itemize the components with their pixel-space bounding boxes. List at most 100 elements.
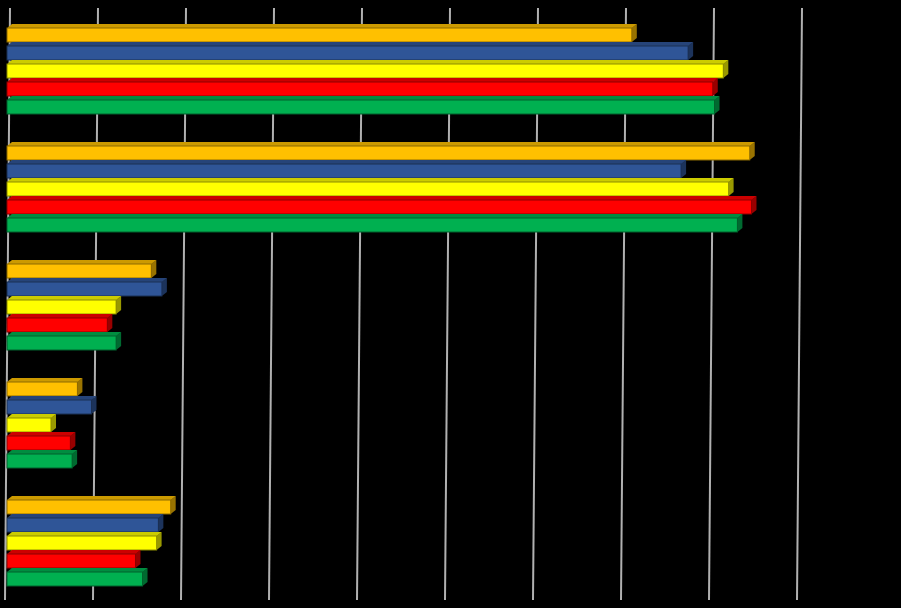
bar-side-face — [631, 24, 637, 42]
bar-top-face — [7, 550, 141, 554]
bar-3d — [6, 178, 734, 197]
bar-3d — [6, 278, 167, 297]
bar-top-face — [7, 24, 637, 28]
bar — [6, 299, 117, 315]
bar-side-face — [70, 432, 76, 450]
bar-side-face — [728, 178, 734, 196]
bar-3d — [6, 496, 176, 515]
bar-top-face — [7, 96, 720, 100]
bar — [6, 217, 738, 233]
bar-3d — [6, 414, 56, 433]
bar — [6, 453, 73, 469]
bar-top-face — [7, 514, 164, 518]
bar-3d — [6, 260, 157, 279]
bar-3d — [6, 568, 148, 587]
bar-3d — [6, 550, 141, 569]
bar-side-face — [142, 568, 148, 586]
bar-3d — [6, 450, 78, 469]
bar-side-face — [158, 514, 164, 532]
bar-side-face — [681, 160, 687, 178]
bar — [6, 281, 163, 297]
bar-3d — [6, 314, 113, 333]
bar-top-face — [7, 142, 755, 146]
bar-3d — [6, 196, 757, 215]
bar — [6, 517, 159, 533]
bar-side-face — [116, 296, 122, 314]
bar-top-face — [7, 60, 729, 64]
bar — [6, 571, 144, 587]
bar-top-face — [7, 450, 78, 454]
bar — [6, 435, 71, 451]
bar-top-face — [7, 160, 687, 164]
bar-side-face — [161, 278, 167, 296]
bar-3d — [6, 24, 637, 43]
gridline — [796, 7, 803, 601]
bar-side-face — [749, 142, 755, 160]
bar — [6, 81, 714, 97]
bar — [6, 99, 716, 115]
bar — [6, 45, 689, 61]
bar-3d — [6, 96, 720, 115]
bar — [6, 317, 108, 333]
bar-side-face — [723, 60, 729, 78]
bar-top-face — [7, 260, 157, 264]
bar-top-face — [7, 432, 76, 436]
bar-3d — [6, 42, 694, 61]
bar-top-face — [7, 214, 743, 218]
bar-3d — [6, 160, 687, 179]
bar-3d — [6, 396, 97, 415]
bar-side-face — [170, 496, 176, 514]
bar-top-face — [7, 196, 757, 200]
bar-3d — [6, 60, 729, 79]
bar — [6, 181, 730, 197]
bar-side-face — [751, 196, 757, 214]
bar-top-face — [7, 42, 694, 46]
bar-3d — [6, 78, 718, 97]
bar-3d — [6, 142, 755, 161]
bar-top-face — [7, 278, 167, 282]
bar-3d — [6, 296, 122, 315]
bar-3d — [6, 214, 743, 233]
bar-top-face — [7, 332, 122, 336]
bar-3d — [6, 378, 83, 397]
bar — [6, 163, 682, 179]
bar — [6, 145, 751, 161]
bar-top-face — [7, 314, 113, 318]
bar — [6, 535, 158, 551]
bar-side-face — [737, 214, 743, 232]
bar — [6, 27, 633, 43]
bar — [6, 553, 136, 569]
bar-top-face — [7, 178, 734, 182]
bar-side-face — [91, 396, 97, 414]
bar — [6, 63, 724, 79]
bar — [6, 417, 52, 433]
bar-top-face — [7, 496, 176, 500]
bar-top-face — [7, 78, 718, 82]
bar-top-face — [7, 414, 56, 418]
bar — [6, 499, 172, 515]
bar-top-face — [7, 532, 162, 536]
bar-side-face — [151, 260, 157, 278]
bar-side-face — [714, 96, 720, 114]
bar-top-face — [7, 378, 83, 382]
bar-side-face — [72, 450, 78, 468]
bar-3d — [6, 432, 76, 451]
bars — [6, 24, 757, 587]
bar — [6, 263, 152, 279]
bar-side-face — [688, 42, 694, 60]
bar-3d — [6, 332, 122, 351]
bar-top-face — [7, 296, 122, 300]
bar-side-face — [77, 378, 83, 396]
bar-top-face — [7, 396, 97, 400]
bar-3d — [6, 514, 164, 533]
bar-side-face — [116, 332, 122, 350]
bar — [6, 335, 117, 351]
bar — [6, 381, 78, 397]
bar-side-face — [135, 550, 141, 568]
bar — [6, 199, 752, 215]
bar-side-face — [107, 314, 113, 332]
bar-side-face — [51, 414, 56, 432]
bar — [6, 399, 92, 415]
bar-top-face — [7, 568, 148, 572]
